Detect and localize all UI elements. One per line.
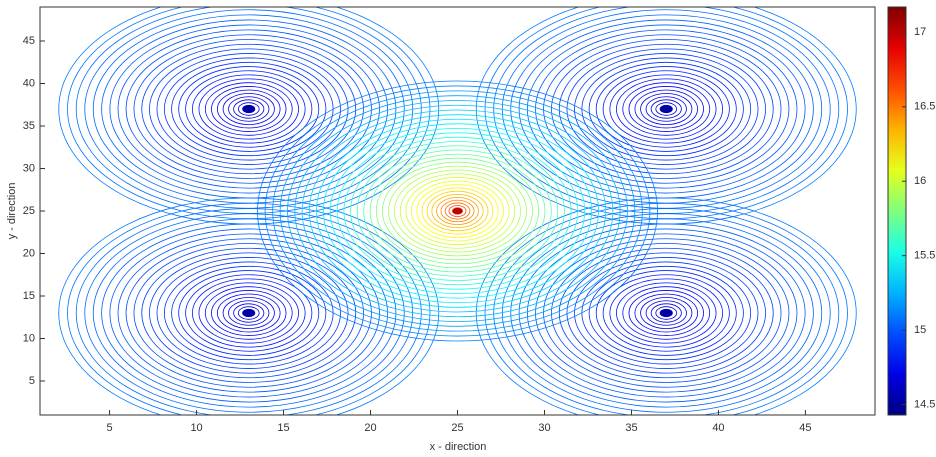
chart: x - direction y - direction 5 10 15 20 25 30 3… xyxy=(0,0,936,457)
y-tick-label: 15 xyxy=(23,290,35,302)
x-tick-label: 10 xyxy=(190,422,202,434)
x-axis-label: x - direction xyxy=(430,441,487,453)
contour-line xyxy=(664,107,669,110)
x-tick-label: 35 xyxy=(625,422,637,434)
y-tick-label: 30 xyxy=(23,162,35,174)
y-axis-label: y - direction xyxy=(6,183,18,240)
x-tick-label: 15 xyxy=(277,422,289,434)
contours xyxy=(59,0,857,428)
colorbar-tick-label: 17 xyxy=(914,26,926,38)
y-tick-label: 35 xyxy=(23,120,35,132)
y-tick-label: 40 xyxy=(23,77,35,89)
y-tick-label: 10 xyxy=(23,332,35,344)
x-tick-label: 45 xyxy=(799,422,811,434)
y-tick-label: 25 xyxy=(23,205,35,217)
colorbar-tick-label: 15 xyxy=(914,324,926,336)
y-tick-label: 20 xyxy=(23,247,35,259)
x-tick-label: 25 xyxy=(451,422,463,434)
y-tick-label: 5 xyxy=(29,375,35,387)
x-tick-label: 30 xyxy=(538,422,550,434)
x-tick-label: 40 xyxy=(712,422,724,434)
x-tick-label: 20 xyxy=(364,422,376,434)
y-tick-label: 45 xyxy=(23,35,35,47)
colorbar xyxy=(888,7,906,415)
contour-line xyxy=(455,210,459,213)
x-tick-label: 5 xyxy=(107,422,113,434)
colorbar-tick-label: 15.5 xyxy=(914,250,935,262)
colorbar-tick-label: 16 xyxy=(914,175,926,187)
contour-line xyxy=(246,311,251,314)
contour-line xyxy=(246,107,251,110)
colorbar-tick-label: 16.5 xyxy=(914,101,935,113)
colorbar-tick-label: 14.5 xyxy=(914,398,935,410)
contour-line xyxy=(664,311,669,314)
page: {"chart_data": {"type": "contour", "xlab… xyxy=(0,0,936,457)
